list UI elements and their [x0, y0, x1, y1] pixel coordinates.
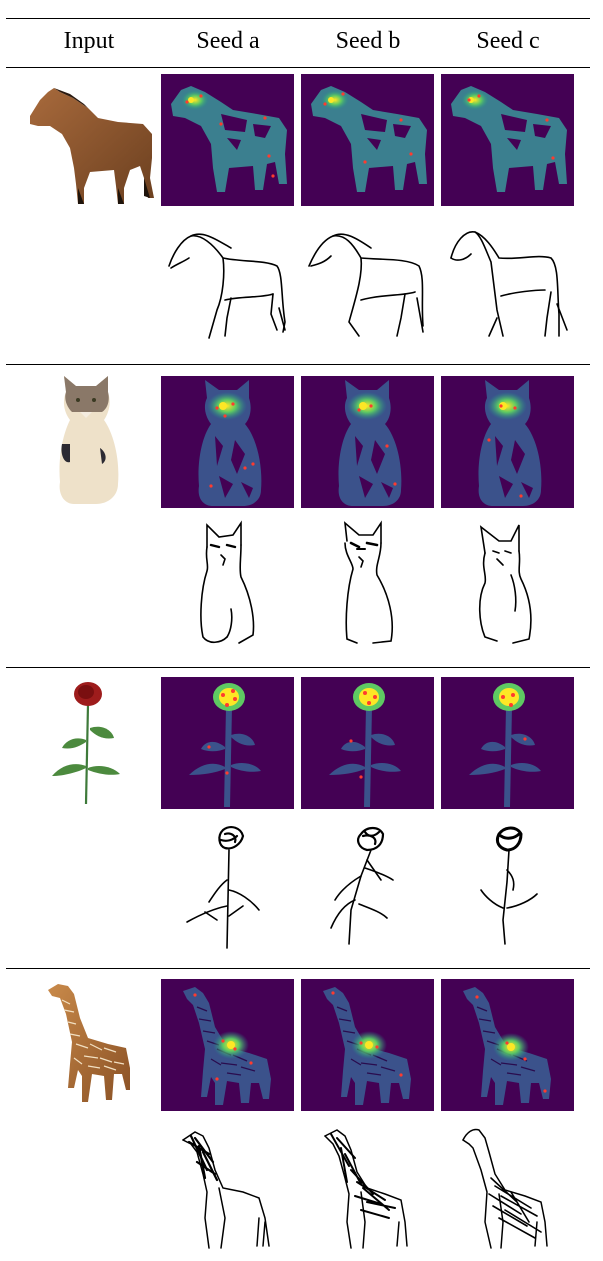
header-seed-b: Seed b: [335, 28, 401, 54]
heatmap-horse-seed-c: [441, 74, 574, 206]
sketch-cat-seed-b: [301, 519, 434, 652]
sketch-rose-seed-a: [161, 820, 294, 953]
input-image-rose: [46, 680, 126, 806]
heatmap-cat-seed-b: [301, 376, 434, 508]
sketch-cat-seed-a: [161, 519, 294, 652]
table-header-rule: [6, 67, 590, 68]
heatmap-giraffe-seed-c: [441, 979, 574, 1111]
sketch-cat-seed-c: [441, 519, 574, 652]
heatmap-rose-seed-b: [301, 677, 434, 809]
heatmap-rose-seed-a: [161, 677, 294, 809]
sketch-giraffe-seed-a: [161, 1122, 294, 1255]
input-image-giraffe: [44, 978, 136, 1110]
sketch-horse-seed-c: [441, 218, 574, 351]
table-top-rule: [6, 18, 590, 19]
header-input: Input: [63, 28, 115, 54]
heatmap-cat-seed-a: [161, 376, 294, 508]
input-image-cat: [52, 374, 124, 506]
sketch-rose-seed-b: [301, 820, 434, 953]
heatmap-horse-seed-a: [161, 74, 294, 206]
heatmap-cat-seed-c: [441, 376, 574, 508]
row-separator-1: [6, 364, 590, 365]
heatmap-rose-seed-c: [441, 677, 574, 809]
header-seed-c: Seed c: [476, 28, 540, 54]
sketch-horse-seed-b: [301, 218, 434, 351]
input-image-horse: [18, 78, 158, 208]
sketch-horse-seed-a: [161, 218, 294, 351]
heatmap-giraffe-seed-b: [301, 979, 434, 1111]
row-separator-3: [6, 968, 590, 969]
row-separator-2: [6, 667, 590, 668]
sketch-rose-seed-c: [441, 820, 574, 953]
header-seed-a: Seed a: [196, 28, 260, 54]
heatmap-giraffe-seed-a: [161, 979, 294, 1111]
sketch-giraffe-seed-b: [301, 1122, 434, 1255]
sketch-giraffe-seed-c: [441, 1122, 574, 1255]
heatmap-horse-seed-b: [301, 74, 434, 206]
